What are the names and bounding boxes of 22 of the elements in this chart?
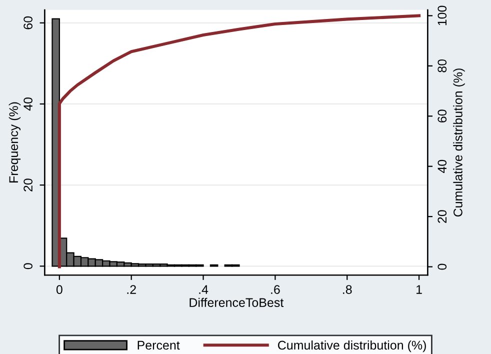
x-axis-title: DifferenceToBest (190, 298, 284, 308)
y2-tick-label: 100 (438, 6, 447, 26)
legend-label: Percent (138, 340, 180, 350)
y-tick-label: 60 (24, 16, 32, 30)
x-tick-label: .6 (271, 285, 280, 294)
y-tick-label: 0 (24, 263, 32, 270)
y-tick-label: 40 (24, 98, 32, 111)
y2-tick-label: 40 (438, 160, 447, 173)
y-axis-title: Frequency (%) (8, 102, 21, 182)
y2-axis-title: Cumulative distribution (%) (453, 68, 465, 217)
line-series (58, 14, 421, 268)
x-tick-label: .8 (343, 285, 352, 294)
x-tick-label: .2 (127, 285, 136, 294)
x-tick-label: .4 (199, 285, 208, 294)
y2-tick-label: 0 (438, 264, 447, 270)
legend-label: Cumulative distribution (%) (278, 340, 426, 352)
y2-tick-label: 80 (438, 59, 447, 72)
y2-tick-label: 20 (438, 210, 447, 223)
y-tick-label: 20 (24, 178, 32, 192)
x-tick-label: 1 (416, 285, 422, 294)
y2-tick-label: 60 (438, 110, 447, 122)
x-tick-label: 0 (56, 285, 62, 294)
